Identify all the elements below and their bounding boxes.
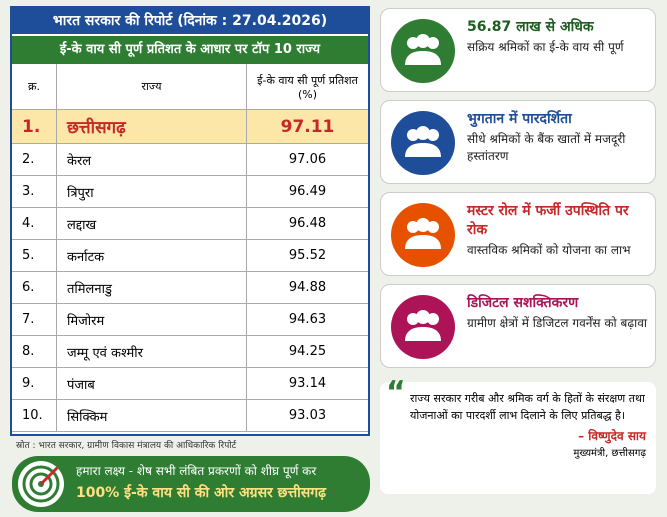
card-icon xyxy=(391,203,455,267)
info-card: डिजिटल सशक्तिकरण ग्रामीण क्षेत्रों में डि… xyxy=(380,284,656,368)
table-cell: 97.11 xyxy=(280,116,335,137)
info-card: 56.87 लाख से अधिक सक्रिय श्रमिकों का ई-के… xyxy=(380,8,656,92)
card-text: सीधे श्रमिकों के बैंक खातों में मजदूरी ह… xyxy=(467,132,626,163)
quote-mark: “ xyxy=(386,375,406,410)
table-cell: 7. xyxy=(12,304,57,335)
table-row: 8. जम्मू एवं कश्मीर 94.25 xyxy=(12,336,368,368)
table-cell: छत्तीसगढ़ xyxy=(57,110,247,143)
quote-text: राज्य सरकार गरीब और श्रमिक वर्ग के हितों… xyxy=(410,392,645,422)
card-title: डिजिटल सशक्तिकरण xyxy=(467,295,579,311)
quote-author: – विष्णुदेव साय xyxy=(578,429,646,443)
table-row: 5. कर्नाटक 95.52 xyxy=(12,240,368,272)
card-title: मस्टर रोल में फर्जी उपस्थिति पर रोक xyxy=(467,203,629,238)
table-cell: 1. xyxy=(12,110,57,143)
target-icon xyxy=(18,461,64,507)
report-panel: भारत सरकार की रिपोर्ट (दिनांक : 27.04.20… xyxy=(10,6,370,436)
table-row: 4. लद्दाख 96.48 xyxy=(12,208,368,240)
table-cell: 6. xyxy=(12,272,57,303)
table-cell: केरल xyxy=(57,144,247,175)
table-cell: 94.25 xyxy=(288,344,327,359)
quote-role: मुख्यमंत्री, छत्तीसगढ़ xyxy=(573,448,646,459)
table-cell: 96.48 xyxy=(288,216,327,231)
table-cell: 5. xyxy=(12,240,57,271)
table-cell: 2. xyxy=(12,144,57,175)
table-cell: तमिलनाडु xyxy=(57,272,247,303)
table-cell: 97.06 xyxy=(288,152,327,167)
card-icon xyxy=(391,295,455,359)
table-cell: 8. xyxy=(12,336,57,367)
card-text: ग्रामीण क्षेत्रों में डिजिटल गवर्नेंस को… xyxy=(467,316,647,330)
card-title: भुगतान में पारदर्शिता xyxy=(467,111,572,127)
table-body: 1. छत्तीसगढ़ 97.11 2. केरल 97.06 3. त्रिपुरा 96.… xyxy=(12,110,368,432)
source-note: स्रोत : भारत सरकार, ग्रामीण विकास मंत्रा… xyxy=(16,441,237,451)
table-cell: 3. xyxy=(12,176,57,207)
info-card: मस्टर रोल में फर्जी उपस्थिति पर रोक वास्त… xyxy=(380,192,656,276)
table-cell: कर्नाटक xyxy=(57,240,247,271)
banner-line: हमारा लक्ष्य - शेष सभी लंबित प्रकरणों को… xyxy=(76,464,317,478)
goal-banner: हमारा लक्ष्य - शेष सभी लंबित प्रकरणों को… xyxy=(12,456,370,512)
table-cell: 95.52 xyxy=(288,248,327,263)
table-row: 6. तमिलनाडु 94.88 xyxy=(12,272,368,304)
card-icon xyxy=(391,19,455,83)
column-header: क्र. xyxy=(12,64,57,109)
column-header: राज्य xyxy=(57,64,247,109)
table-row: 1. छत्तीसगढ़ 97.11 xyxy=(12,110,368,144)
table-cell: पंजाब xyxy=(57,368,247,399)
card-icon xyxy=(391,111,455,175)
table-header: क्र. राज्य ई-के वाय सी पूर्ण प्रतिशत (%) xyxy=(12,64,368,110)
table-cell: 94.88 xyxy=(288,280,327,295)
table-cell: 10. xyxy=(12,400,57,431)
table-row: 3. त्रिपुरा 96.49 xyxy=(12,176,368,208)
card-text: सक्रिय श्रमिकों का ई-के वाय सी पूर्ण xyxy=(467,40,624,54)
table-cell: 93.14 xyxy=(288,376,327,391)
table-cell: लद्दाख xyxy=(57,208,247,239)
report-subtitle: ई-के वाय सी पूर्ण प्रतिशत के आधार पर टॉप… xyxy=(12,36,368,64)
table-cell: सिक्किम xyxy=(57,400,247,431)
table-cell: 9. xyxy=(12,368,57,399)
table-row: 7. मिजोरम 94.63 xyxy=(12,304,368,336)
banner-line: 100% ई-के वाय सी की ओर अग्रसर छत्तीसगढ़ xyxy=(76,485,326,501)
info-card: भुगतान में पारदर्शिता सीधे श्रमिकों के बै… xyxy=(380,100,656,184)
table-cell: 96.49 xyxy=(288,184,327,199)
report-title: भारत सरकार की रिपोर्ट (दिनांक : 27.04.20… xyxy=(12,8,368,34)
table-cell: 4. xyxy=(12,208,57,239)
table-row: 9. पंजाब 93.14 xyxy=(12,368,368,400)
table-cell: जम्मू एवं कश्मीर xyxy=(57,336,247,367)
table-cell: त्रिपुरा xyxy=(57,176,247,207)
card-title: 56.87 लाख से अधिक xyxy=(467,19,594,35)
table-cell: 94.63 xyxy=(288,312,327,327)
quote-box: “ राज्य सरकार गरीब और श्रमिक वर्ग के हित… xyxy=(380,375,656,494)
table-cell: मिजोरम xyxy=(57,304,247,335)
table-cell: 93.03 xyxy=(288,408,327,423)
column-header: ई-के वाय सी पूर्ण प्रतिशत (%) xyxy=(257,73,358,101)
card-text: वास्तविक श्रमिकों को योजना का लाभ xyxy=(467,243,631,257)
table-row: 10. सिक्किम 93.03 xyxy=(12,400,368,432)
table-row: 2. केरल 97.06 xyxy=(12,144,368,176)
